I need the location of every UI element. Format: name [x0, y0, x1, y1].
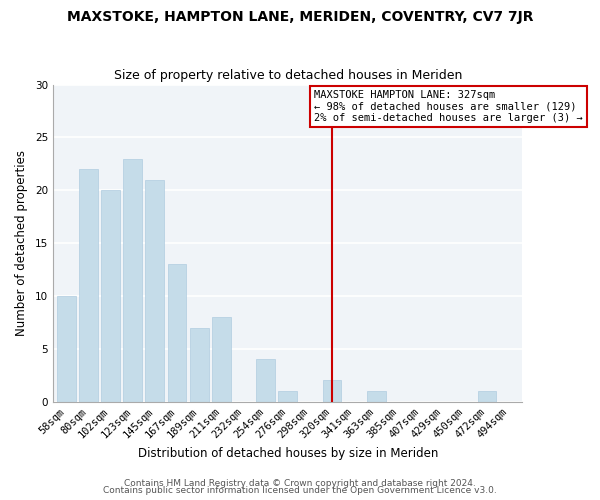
- Bar: [167, 264, 187, 402]
- Text: MAXSTOKE HAMPTON LANE: 327sqm
← 98% of detached houses are smaller (129)
2% of s: MAXSTOKE HAMPTON LANE: 327sqm ← 98% of d…: [314, 90, 583, 123]
- Bar: [190, 328, 209, 402]
- Text: Contains HM Land Registry data © Crown copyright and database right 2024.: Contains HM Land Registry data © Crown c…: [124, 478, 476, 488]
- Bar: [256, 360, 275, 402]
- X-axis label: Distribution of detached houses by size in Meriden: Distribution of detached houses by size …: [137, 447, 438, 460]
- Bar: [367, 391, 386, 402]
- Bar: [145, 180, 164, 402]
- Bar: [79, 169, 98, 402]
- Bar: [323, 380, 341, 402]
- Bar: [101, 190, 120, 402]
- Title: Size of property relative to detached houses in Meriden: Size of property relative to detached ho…: [113, 69, 462, 82]
- Bar: [57, 296, 76, 402]
- Y-axis label: Number of detached properties: Number of detached properties: [15, 150, 28, 336]
- Bar: [478, 391, 496, 402]
- Bar: [278, 391, 297, 402]
- Bar: [212, 317, 231, 402]
- Text: Contains public sector information licensed under the Open Government Licence v3: Contains public sector information licen…: [103, 486, 497, 495]
- Text: MAXSTOKE, HAMPTON LANE, MERIDEN, COVENTRY, CV7 7JR: MAXSTOKE, HAMPTON LANE, MERIDEN, COVENTR…: [67, 10, 533, 24]
- Bar: [124, 158, 142, 402]
